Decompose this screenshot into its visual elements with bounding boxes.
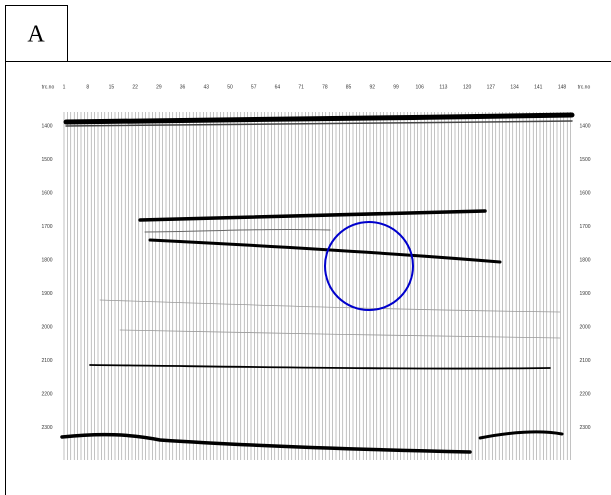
- time-label: 2000: [41, 324, 52, 330]
- time-label: 1400: [579, 123, 590, 129]
- trace-label: 36: [180, 84, 186, 90]
- time-label: 1800: [41, 257, 52, 263]
- trace-label: 64: [275, 84, 281, 90]
- trace-label: 141: [534, 84, 543, 90]
- time-label: 2200: [579, 391, 590, 397]
- time-label: 1700: [41, 224, 52, 230]
- trace-label: 50: [227, 84, 233, 90]
- trace-label: 134: [510, 84, 519, 90]
- trace-label: 29: [156, 84, 162, 90]
- figure: A trc.no trc.no 1 8 15 22 29 36 43 50 57 64 71 78 85…: [0, 0, 611, 495]
- trace-label: 22: [132, 84, 138, 90]
- panel-label: A: [27, 22, 45, 48]
- trace-label: 43: [204, 84, 210, 90]
- time-label: 2300: [41, 425, 52, 431]
- trace-label: 15: [109, 84, 115, 90]
- time-label: 2300: [579, 425, 590, 431]
- trace-label: 148: [558, 84, 567, 90]
- trace-label: 71: [298, 84, 304, 90]
- corner-label: trc.no: [578, 84, 591, 90]
- trace-label: 127: [487, 84, 496, 90]
- time-label: 1400: [41, 123, 52, 129]
- time-label: 2000: [579, 324, 590, 330]
- trace-label: 8: [86, 84, 89, 90]
- trace-label: 113: [439, 84, 447, 90]
- time-label: 1600: [41, 190, 52, 196]
- time-label: 1900: [579, 291, 590, 297]
- time-label: 1700: [579, 224, 590, 230]
- trace-label: 92: [370, 84, 376, 90]
- time-label: 2200: [41, 391, 52, 397]
- trace-label: 85: [346, 84, 352, 90]
- trace-label: 106: [416, 84, 425, 90]
- trace-label: 99: [393, 84, 399, 90]
- time-label: 1500: [579, 157, 590, 163]
- trace-label: 78: [322, 84, 328, 90]
- time-label: 1800: [579, 257, 590, 263]
- time-label: 1500: [41, 157, 52, 163]
- trace-label: 120: [463, 84, 472, 90]
- trace-label: 57: [251, 84, 257, 90]
- corner-label: trc.no: [42, 84, 55, 90]
- time-label: 1900: [41, 291, 52, 297]
- time-label: 2100: [579, 358, 590, 364]
- trace-label: 1: [63, 84, 66, 90]
- time-label: 2100: [41, 358, 52, 364]
- time-label: 1600: [579, 190, 590, 196]
